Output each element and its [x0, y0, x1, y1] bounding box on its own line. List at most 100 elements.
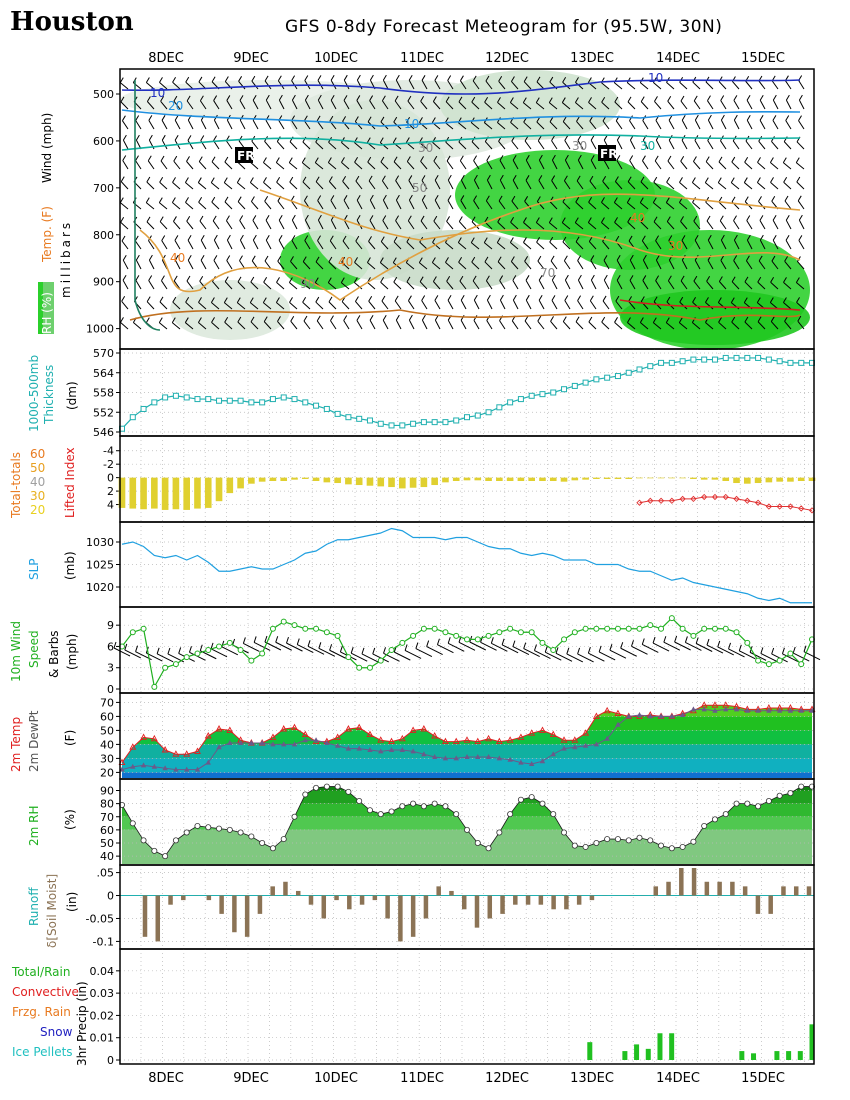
soil-bar: [347, 895, 352, 910]
soil-bar: [576, 895, 582, 905]
wind-barb: [173, 155, 178, 162]
wind-barb: [277, 200, 285, 210]
wind-barb: [264, 196, 269, 202]
wind-barb: [473, 179, 480, 190]
li-bar: [355, 477, 363, 486]
wind-barb: [317, 99, 324, 110]
wind-barb: [239, 100, 246, 110]
y-tick-label: 1025: [86, 559, 114, 572]
wind-barb: [159, 296, 164, 303]
wind-point: [194, 650, 201, 657]
wind-barb: [198, 76, 203, 83]
wind-barb: [252, 220, 259, 230]
temp-point: [409, 726, 417, 733]
li-bar: [215, 477, 223, 502]
wind-barb: [733, 114, 738, 121]
dew-point: [464, 754, 470, 759]
wind-barb: [251, 140, 259, 150]
wind-barb: [536, 201, 545, 210]
wind-barb: [161, 120, 168, 130]
wind-barb: [680, 275, 685, 282]
precip-bar: [634, 1044, 640, 1060]
wind-barb: [486, 299, 493, 310]
wind-barb: [381, 95, 386, 101]
wind-barb: [626, 77, 631, 83]
li-bar: [679, 477, 686, 479]
wind-barb: [640, 82, 649, 90]
temp-point: [495, 737, 503, 745]
wind-barb: [459, 275, 464, 282]
wind-barb: [770, 321, 779, 330]
precip-bar: [645, 1048, 651, 1060]
wind-barb: [523, 81, 532, 90]
wind-barb: [341, 157, 345, 163]
rh-point: [776, 792, 783, 799]
temp-point: [291, 723, 298, 731]
soil-bar: [793, 886, 799, 896]
wind-barb: [681, 259, 688, 270]
wind-barb: [174, 135, 179, 141]
rh-point: [248, 833, 255, 840]
tt-point: [798, 505, 805, 512]
wind-barb: [498, 141, 506, 150]
wind-barb: [447, 319, 454, 330]
wind-barb: [419, 276, 424, 282]
wind-barb: [224, 281, 233, 290]
thickness-point: [658, 359, 665, 366]
tt-level-30: 30: [30, 489, 45, 503]
dew-point: [130, 763, 136, 769]
wind-barb: [147, 101, 155, 110]
wind-barb: [731, 321, 740, 330]
wind-barb: [667, 95, 672, 102]
wind-barb: [772, 115, 777, 121]
wind-barb: [135, 645, 139, 652]
bottom-date-labels: 8DEC 9DEC 10DEC 11DEC 12DEC 13DEC 14DEC 15DEC: [148, 1071, 785, 1086]
wind-barb: [730, 177, 735, 183]
wind-barb: [512, 299, 519, 310]
wind-barb: [226, 255, 231, 261]
wind-barb: [577, 300, 584, 310]
wind-barb: [354, 161, 363, 170]
wind-barb: [236, 177, 241, 183]
temp-point: [398, 734, 406, 742]
wind-barb: [250, 276, 255, 283]
wind-barb: [159, 221, 168, 230]
wind-barb: [627, 216, 632, 223]
wind-barb: [717, 640, 721, 648]
thickness-point: [237, 397, 244, 404]
wind-barb: [250, 182, 259, 190]
wind-point: [485, 632, 492, 639]
wind-barb: [405, 137, 410, 143]
rh-point: [636, 834, 643, 841]
wind-barb: [382, 319, 389, 330]
wind-barb: [369, 199, 376, 210]
wind-barb: [160, 96, 165, 102]
wind-barb: [148, 115, 153, 121]
wind-barb: [535, 97, 540, 103]
wind-barb: [122, 155, 127, 161]
wind-point: [571, 629, 578, 636]
wind-barb: [381, 180, 389, 190]
rh-shading: [170, 280, 290, 340]
y-tick-label: 564: [93, 367, 114, 380]
wind-point: [668, 615, 675, 622]
wind-barb: [627, 96, 632, 103]
wind-barb: [472, 75, 477, 82]
wind-barb: [171, 197, 176, 203]
contour-label: 40: [170, 251, 185, 265]
wind-barb: [759, 220, 766, 230]
wind-barb: [405, 262, 415, 270]
wind-barb: [314, 162, 324, 170]
wind-point: [140, 625, 147, 632]
wind-barb: [642, 160, 649, 170]
wind-barb: [694, 240, 701, 250]
wind-barb: [252, 234, 257, 241]
wind-barb: [342, 116, 347, 122]
wind-barb: [382, 199, 389, 210]
wind-barb: [471, 141, 480, 150]
wind-barb: [120, 176, 125, 182]
wind-barb: [408, 175, 413, 181]
y-tick-label: 80: [100, 798, 114, 811]
wind-barb: [667, 280, 675, 290]
